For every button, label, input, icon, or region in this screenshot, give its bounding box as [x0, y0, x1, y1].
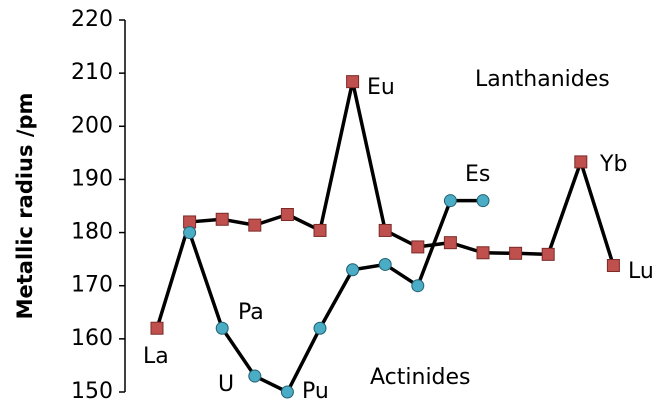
data-point	[606, 259, 620, 273]
annotation: Es	[465, 162, 490, 187]
y-tick-label: 170	[71, 273, 113, 298]
data-point	[411, 279, 425, 293]
data-point	[411, 240, 425, 254]
annotation: Lu	[628, 259, 654, 284]
data-point	[248, 369, 262, 383]
annotation: La	[143, 344, 169, 369]
series-line	[155, 79, 616, 329]
data-point	[346, 263, 360, 277]
annotation: Yb	[599, 152, 627, 177]
data-point	[183, 226, 197, 240]
annotation: Eu	[367, 75, 395, 100]
series-line	[187, 198, 483, 394]
data-point	[509, 246, 523, 260]
y-tick-label: 160	[71, 326, 113, 351]
y-tick-label: 200	[71, 113, 113, 138]
data-point	[378, 223, 392, 237]
data-point	[541, 247, 555, 261]
data-point	[313, 321, 327, 335]
data-point	[443, 236, 457, 250]
data-point	[215, 212, 229, 226]
y-tick-label: 220	[71, 7, 113, 32]
annotation: U	[218, 372, 234, 397]
data-point	[476, 194, 490, 208]
annotation: Pa	[238, 300, 264, 325]
data-point	[280, 208, 294, 222]
data-point	[280, 385, 294, 399]
data-point	[443, 194, 457, 208]
data-point	[476, 246, 490, 260]
data-point	[313, 223, 327, 237]
data-point	[248, 218, 262, 232]
data-point	[378, 257, 392, 271]
annotation: Actinides	[370, 365, 471, 390]
data-point	[215, 321, 229, 335]
data-point	[346, 75, 360, 89]
annotation: Pu	[302, 379, 329, 404]
annotation: Lanthanides	[475, 67, 610, 92]
y-tick-label: 150	[71, 379, 113, 404]
y-tick-label: 190	[71, 166, 113, 191]
y-tick-label: 180	[71, 220, 113, 245]
data-point	[574, 155, 588, 169]
data-point	[150, 321, 164, 335]
y-axis-label: Metallic radius /pm	[13, 93, 37, 320]
y-tick-label: 210	[71, 60, 113, 85]
